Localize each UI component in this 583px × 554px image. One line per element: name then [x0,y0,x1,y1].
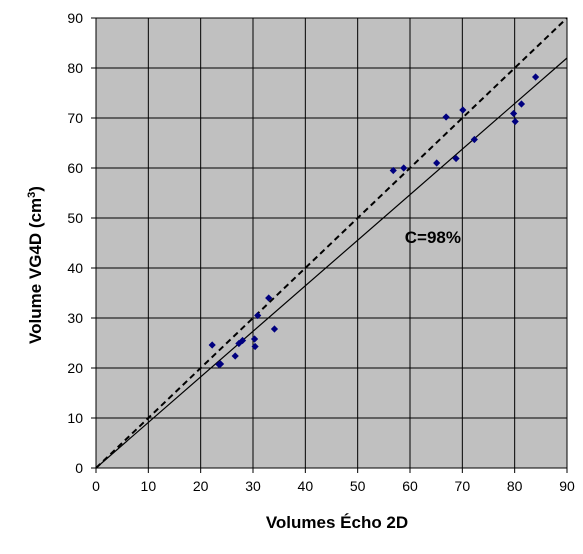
data-point [459,106,467,114]
data-point [452,154,460,163]
data-point [270,325,279,333]
data-point [400,164,408,172]
y-axis-title-main: Volume VG4D (cm [26,198,45,344]
x-tick-label: 0 [92,478,100,494]
identity-line [95,17,568,469]
data-point [532,73,540,81]
data-point [250,335,259,343]
y-tick-label: 30 [67,310,83,326]
x-tick-label: 30 [245,478,261,494]
gridlines [95,17,568,469]
data-point [470,135,478,144]
y-axis-ticks: 0 10 20 30 40 50 60 70 80 90 [67,10,96,476]
regression-line [95,57,568,469]
data-point [238,336,247,345]
x-tick-label: 40 [298,478,314,494]
x-tick-label: 60 [402,478,418,494]
data-point [389,166,397,175]
x-axis-title: Volumes Écho 2D [266,513,408,532]
x-tick-label: 80 [507,478,523,494]
data-points [208,73,540,369]
data-point [433,159,441,167]
x-axis-ticks: 0 10 20 30 40 50 60 70 80 90 [92,468,575,494]
y-axis-title: Volume VG4D (cm3) [26,186,45,344]
data-point [208,341,216,349]
data-point [251,342,259,351]
y-axis-title-superscript: 3 [26,192,38,198]
data-point [265,294,273,302]
data-point [510,109,518,118]
data-point [216,360,225,368]
y-tick-label: 80 [67,60,83,76]
data-point [517,100,526,108]
x-tick-label: 20 [193,478,209,494]
data-point [511,117,519,126]
y-axis-title-close: ) [26,186,45,192]
data-point [231,352,239,360]
y-tick-label: 60 [67,160,83,176]
concordance-annotation: C=98% [405,228,461,247]
y-tick-label: 20 [67,360,83,376]
x-tick-label: 90 [559,478,575,494]
y-tick-label: 0 [75,460,83,476]
x-tick-label: 70 [455,478,471,494]
y-tick-label: 40 [67,260,83,276]
data-point [442,113,450,121]
y-tick-label: 10 [67,410,83,426]
x-tick-label: 50 [350,478,366,494]
data-point [254,311,262,320]
y-tick-label: 70 [67,110,83,126]
y-tick-label: 50 [67,210,83,226]
x-tick-label: 10 [141,478,157,494]
y-tick-label: 90 [67,10,83,26]
